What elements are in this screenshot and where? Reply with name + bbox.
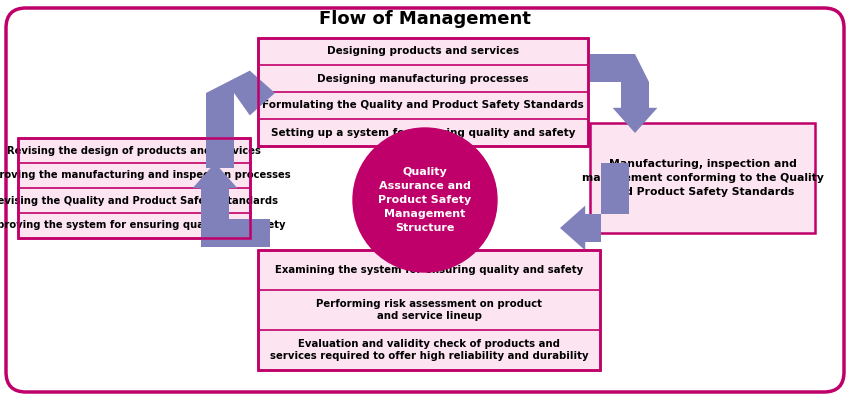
Text: Evaluation and validity check of products and
services required to offer high re: Evaluation and validity check of product… <box>269 339 588 361</box>
FancyBboxPatch shape <box>6 8 844 392</box>
Text: Designing products and services: Designing products and services <box>327 47 519 57</box>
FancyBboxPatch shape <box>258 38 588 146</box>
Polygon shape <box>206 70 275 168</box>
Text: Examining the system for ensuring quality and safety: Examining the system for ensuring qualit… <box>275 265 583 275</box>
Text: Formulating the Quality and Product Safety Standards: Formulating the Quality and Product Safe… <box>262 101 584 111</box>
Text: Flow of Management: Flow of Management <box>319 10 531 28</box>
FancyBboxPatch shape <box>590 123 815 233</box>
FancyBboxPatch shape <box>258 250 600 370</box>
Text: Quality
Assurance and
Product Safety
Management
Structure: Quality Assurance and Product Safety Man… <box>378 167 472 233</box>
Text: Manufacturing, inspection and
management conforming to the Quality
and Product S: Manufacturing, inspection and management… <box>581 159 824 197</box>
Text: Designing manufacturing processes: Designing manufacturing processes <box>317 74 529 84</box>
Polygon shape <box>590 54 657 133</box>
Text: Setting up a system for ensuring quality and safety: Setting up a system for ensuring quality… <box>271 127 575 137</box>
FancyBboxPatch shape <box>18 138 250 238</box>
Text: Revising the design of products and services: Revising the design of products and serv… <box>7 146 261 156</box>
Circle shape <box>353 128 497 272</box>
Text: Improving the manufacturing and inspection processes: Improving the manufacturing and inspecti… <box>0 170 291 181</box>
Polygon shape <box>193 163 270 247</box>
Text: Revising the Quality and Product Safety Standards: Revising the Quality and Product Safety … <box>0 195 278 205</box>
Text: Performing risk assessment on product
and service lineup: Performing risk assessment on product an… <box>316 299 542 321</box>
Text: Improving the system for ensuring quality and safety: Improving the system for ensuring qualit… <box>0 220 286 230</box>
Polygon shape <box>560 163 629 250</box>
